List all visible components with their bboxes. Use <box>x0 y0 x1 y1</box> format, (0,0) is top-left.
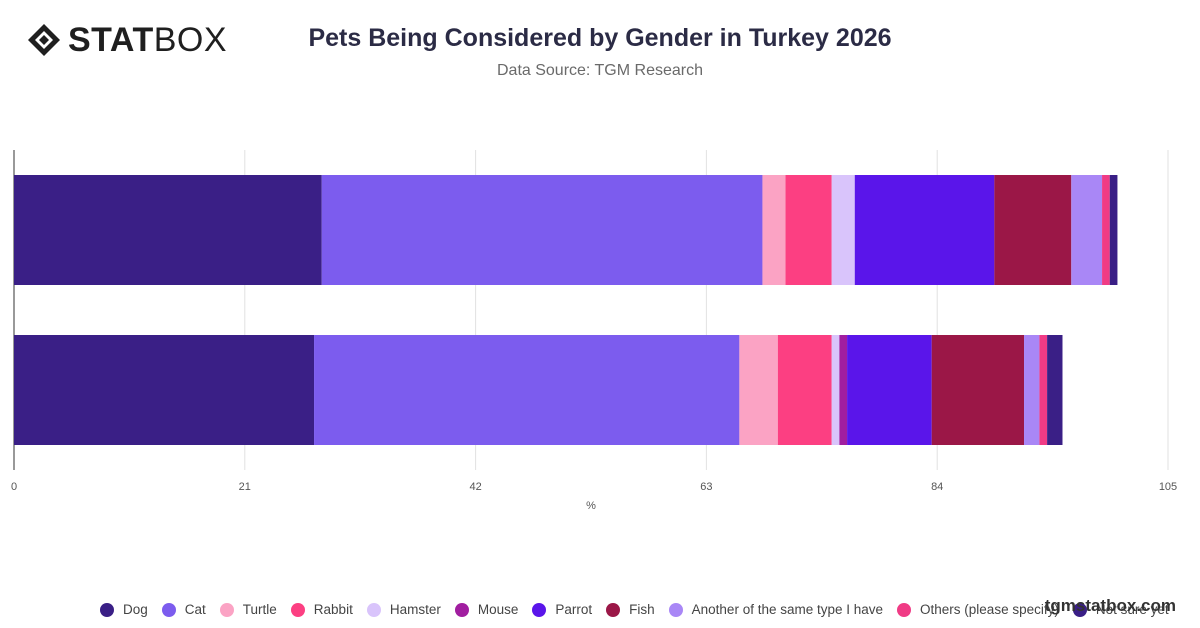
bar-segment-2-11 <box>1047 335 1063 445</box>
bar-segment-2-7 <box>847 335 932 445</box>
diamond-logo-icon <box>28 24 60 56</box>
legend-label: Cat <box>184 602 206 617</box>
legend-dot-icon <box>219 602 234 617</box>
legend-item[interactable]: Fish <box>606 602 655 617</box>
bar-segment-2-10 <box>1039 335 1048 445</box>
legend-label: Parrot <box>555 602 593 617</box>
legend-item[interactable]: Another of the same type I have <box>668 602 884 617</box>
legend-label: Rabbit <box>313 602 353 617</box>
bar-segment-1-8 <box>994 175 1072 285</box>
legend-dot-icon <box>897 602 912 617</box>
x-tick-label: 105 <box>1159 481 1177 493</box>
logo-text: STATBOX <box>68 22 227 58</box>
legend-label: Others (please specify) <box>920 602 1059 617</box>
bar-segment-1-9 <box>1071 175 1103 285</box>
legend-dot-icon <box>1072 602 1087 617</box>
bar-segment-2-2 <box>314 335 740 445</box>
bar-segment-2-6 <box>839 335 848 445</box>
bar-segment-2-9 <box>1024 335 1040 445</box>
legend-item[interactable]: Hamster <box>366 602 441 617</box>
legend-item[interactable]: Not sure yet <box>1072 602 1169 617</box>
chart-legend: Dog Cat Turtle Rabbit Hamster Mouse Parrot Fish… <box>100 602 1169 617</box>
logo-text-light: BOX <box>153 21 228 59</box>
bar-segment-1-2 <box>321 175 763 285</box>
legend-dot-icon <box>100 602 114 617</box>
legend-label: Fish <box>629 602 655 617</box>
statbox-logo: STATBOX <box>26 22 227 58</box>
legend-item[interactable]: Parrot <box>532 602 592 617</box>
legend-dot-icon <box>290 602 305 617</box>
bar-segment-2-3 <box>739 335 778 445</box>
legend-label: Hamster <box>389 602 441 617</box>
x-tick-label: 63 <box>700 481 712 493</box>
legend-dot-icon <box>606 602 621 617</box>
bar-segment-1-10 <box>1102 175 1110 285</box>
watermark: tgmstatbox.com <box>1044 596 1176 615</box>
bar-segment-1-4 <box>785 175 832 285</box>
x-tick-label: 21 <box>239 481 251 493</box>
legend-label: Mouse <box>477 602 519 617</box>
legend-item[interactable]: Mouse <box>454 602 519 617</box>
legend-item[interactable]: Others (please specify) <box>897 602 1059 617</box>
x-tick-label: 0 <box>11 481 17 493</box>
bar-segment-2-1 <box>14 335 315 445</box>
legend-label: Turtle <box>242 602 277 617</box>
legend-dot-icon <box>161 602 176 617</box>
x-tick-label: 42 <box>469 481 481 493</box>
x-axis-title: % <box>586 500 596 512</box>
bar-segment-2-5 <box>831 335 840 445</box>
legend-item[interactable]: Dog <box>100 602 148 617</box>
legend-label: Not sure yet <box>1095 602 1169 617</box>
bar-segment-1-5 <box>831 175 855 285</box>
legend-label: Another of the same type I have <box>691 602 884 617</box>
bar-segment-2-8 <box>931 335 1025 445</box>
legend-label: Dog <box>123 602 148 617</box>
logo-text-bold: STAT <box>68 21 154 59</box>
chart-title: Pets Being Considered by Gender in Turke… <box>308 24 892 52</box>
bar-segment-1-1 <box>14 175 322 285</box>
legend-item[interactable]: Rabbit <box>290 602 353 617</box>
legend-item[interactable]: Turtle <box>219 602 277 617</box>
legend-dot-icon <box>454 602 469 617</box>
chart-subtitle: Data Source: TGM Research <box>496 62 703 79</box>
bar-segment-1-3 <box>762 175 786 285</box>
legend-dot-icon <box>366 602 381 617</box>
legend-dot-icon <box>668 602 683 617</box>
bar-segment-2-4 <box>777 335 832 445</box>
legend-dot-icon <box>532 602 547 617</box>
bar-segment-1-11 <box>1109 175 1118 285</box>
x-tick-label: 84 <box>931 481 943 493</box>
legend-item[interactable]: Cat <box>161 602 206 617</box>
bar-segment-1-7 <box>854 175 995 285</box>
